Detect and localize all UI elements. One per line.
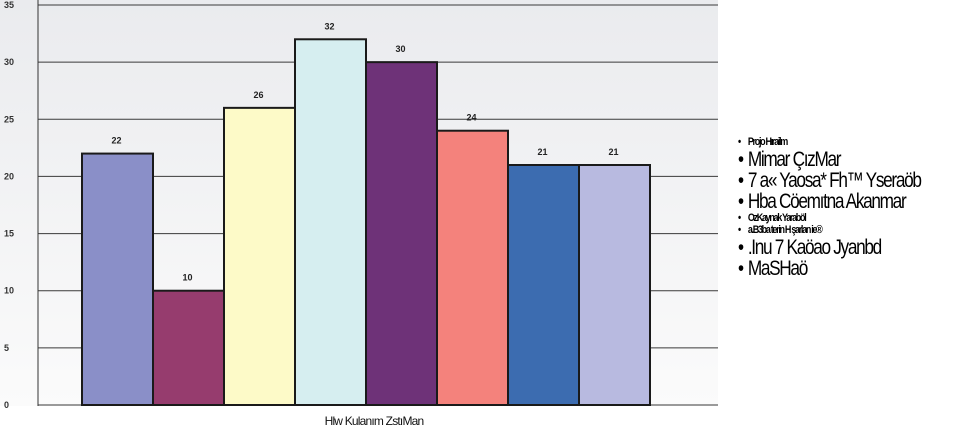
- bar: [294, 38, 367, 407]
- bar: [81, 152, 154, 406]
- data-label: 22: [111, 136, 121, 146]
- data-label: 21: [608, 147, 618, 157]
- y-tick-label: 30: [4, 57, 14, 67]
- data-labels: 22 10 26 32 30 24 21 21: [111, 21, 618, 282]
- y-tick-label: 35: [4, 0, 14, 10]
- data-label: 26: [253, 90, 263, 100]
- data-label: 30: [395, 44, 405, 54]
- y-axis-ticks: 0 5 10 15 20 25 30 35: [4, 0, 14, 410]
- legend-entry: .Inu 7 Kaöao Jyanbd: [738, 237, 914, 258]
- y-tick-label: 5: [4, 343, 9, 353]
- x-axis-title: Hlw Kulanım ZstıMan: [325, 414, 424, 428]
- legend-entry: Hba Cöemıtna Akanmar: [738, 191, 914, 212]
- data-label: 21: [537, 147, 547, 157]
- bar: [436, 129, 509, 406]
- data-label: 10: [182, 273, 192, 283]
- data-label: 24: [466, 113, 476, 123]
- legend-entry: 7 a« Yaosa* Fh™ Yseraöb: [738, 170, 922, 191]
- bar: [578, 164, 651, 406]
- legend-entry: OzKaynak Yaraböl: [738, 213, 914, 225]
- bar: [152, 289, 225, 407]
- legend-entry: a.B3ba terin H şarlan ie®: [738, 225, 914, 237]
- bar: [507, 164, 580, 406]
- legend-entry: MaSHaö: [738, 258, 914, 279]
- bar: [223, 106, 296, 406]
- y-tick-label: 20: [4, 171, 14, 181]
- y-tick-label: 0: [4, 400, 9, 410]
- bars: [81, 38, 651, 407]
- y-tick-label: 15: [4, 229, 14, 239]
- y-tick-label: 25: [4, 114, 14, 124]
- legend: Projo HırailmMimar ÇızMar7 a« Yaosa* Fh™…: [738, 136, 953, 280]
- legend-entry: Mimar ÇızMar: [738, 149, 914, 170]
- y-tick-label: 10: [4, 286, 14, 296]
- bar: [365, 61, 438, 407]
- data-label: 32: [324, 21, 334, 31]
- legend-entry: Projo Hırailm: [738, 137, 914, 149]
